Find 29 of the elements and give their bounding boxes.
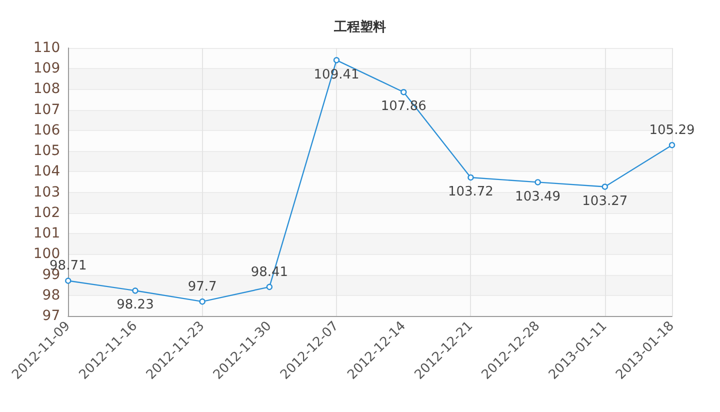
- y-tick-label: 110: [33, 40, 60, 56]
- y-tick-label: 97: [42, 308, 60, 324]
- data-label: 103.72: [448, 184, 494, 200]
- point: [199, 298, 206, 305]
- y-tick-label: 109: [33, 60, 60, 77]
- point: [333, 57, 340, 64]
- point: [65, 278, 72, 284]
- data-label: 105.29: [649, 123, 695, 138]
- data-label: 103.49: [515, 189, 561, 204]
- point: [668, 142, 676, 148]
- point: [534, 179, 541, 186]
- point: [132, 288, 138, 294]
- data-label: 103.27: [582, 194, 628, 209]
- point: [602, 184, 608, 190]
- point: [468, 174, 474, 181]
- y-tick-label: 108: [33, 81, 60, 98]
- data-label: 98.23: [116, 298, 154, 313]
- point: [400, 89, 407, 96]
- y-tick-label: 104: [33, 164, 60, 180]
- y-tick-label: 98: [42, 287, 60, 304]
- y-tick-label: 106: [33, 122, 60, 138]
- y-tick-label: 102: [33, 204, 60, 221]
- chart-title: 工程塑料: [333, 19, 386, 35]
- y-tick-label: 107: [33, 102, 60, 118]
- y-tick-label: 105: [33, 143, 60, 160]
- data-label: 97.7: [188, 279, 217, 294]
- y-tick-label: 101: [33, 226, 60, 242]
- point: [266, 284, 273, 290]
- y-tick-label: 103: [33, 184, 60, 200]
